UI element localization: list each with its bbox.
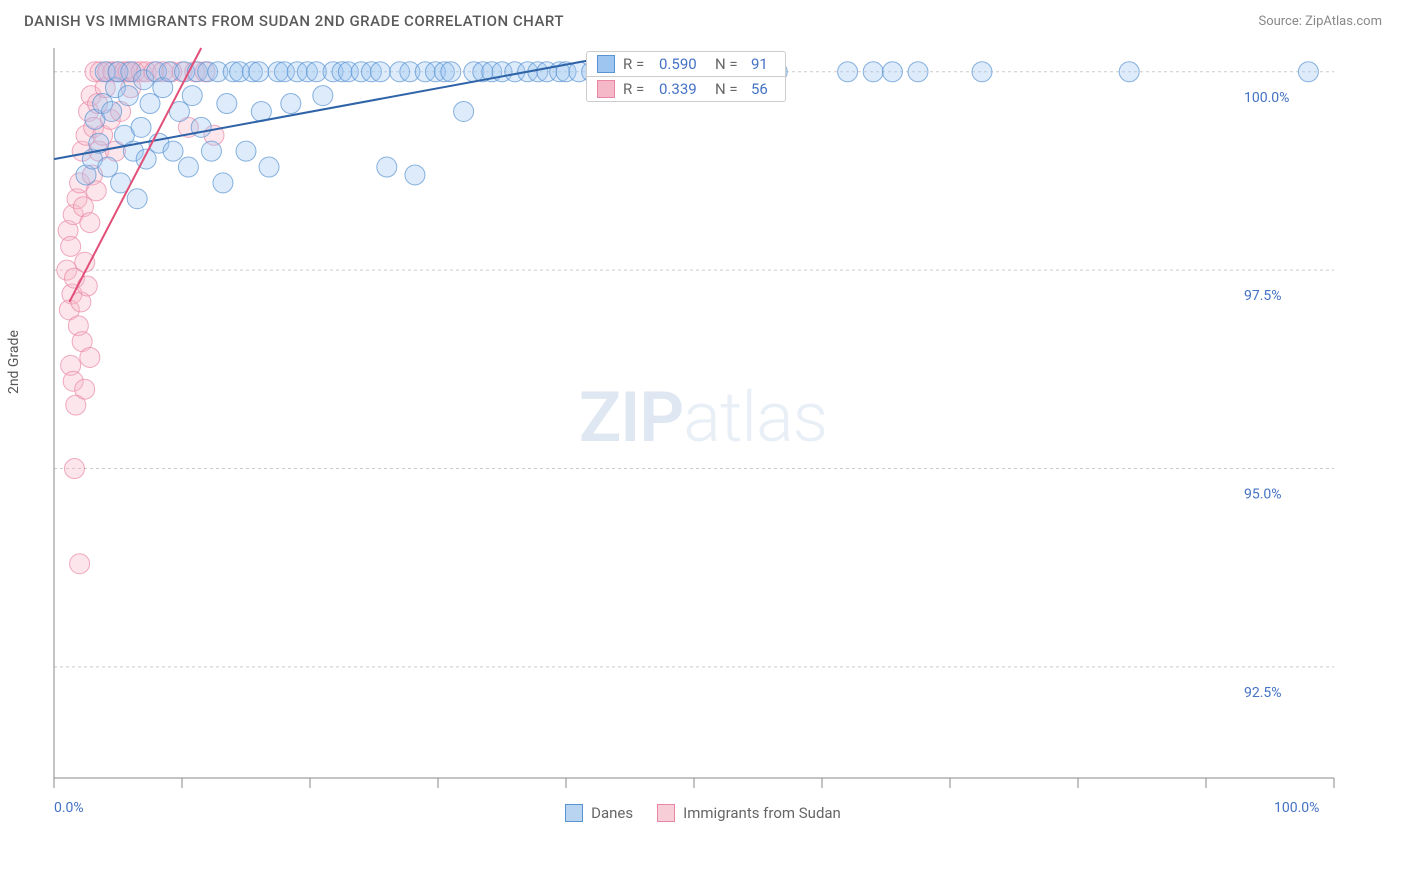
scatter-point <box>118 86 138 106</box>
chart-title: DANISH VS IMMIGRANTS FROM SUDAN 2ND GRAD… <box>24 12 564 30</box>
scatter-point <box>249 62 269 82</box>
scatter-point <box>140 94 160 114</box>
scatter-point <box>201 141 221 161</box>
scatter-point <box>370 62 390 82</box>
scatter-point <box>127 189 147 209</box>
stat-value-n: 91 <box>751 55 775 73</box>
scatter-point <box>75 252 95 272</box>
scatter-point <box>313 86 333 106</box>
legend-swatch <box>565 804 583 822</box>
scatter-point <box>863 62 883 82</box>
legend-swatch <box>657 804 675 822</box>
scatter-point <box>163 141 183 161</box>
scatter-point <box>182 86 202 106</box>
stat-value-n: 56 <box>751 80 775 98</box>
stat-label-r: R = <box>623 55 651 73</box>
stat-label-r: R = <box>623 80 651 98</box>
legend-item: Danes <box>565 804 633 822</box>
stat-value-r: 0.590 <box>659 55 707 73</box>
scatter-point <box>1119 62 1139 82</box>
stat-label-n: N = <box>715 55 743 73</box>
scatter-point <box>213 173 233 193</box>
stat-label-n: N = <box>715 80 743 98</box>
y-axis-label: 2nd Grade <box>6 330 22 394</box>
scatter-point <box>61 236 81 256</box>
stats-row: R = 0.339 N = 56 <box>587 77 785 101</box>
scatter-point <box>405 165 425 185</box>
x-axis-max-label: 100.0% <box>1274 800 1319 816</box>
scatter-point <box>838 62 858 82</box>
svg-text:95.0%: 95.0% <box>1244 487 1282 503</box>
scatter-point <box>64 459 84 479</box>
scatter-chart: 100.0% 97.5% 95.0% 92.5% <box>24 38 1344 798</box>
scatter-point <box>70 554 90 574</box>
chart-legend: Danes Immigrants from Sudan <box>0 798 1406 822</box>
legend-item: Immigrants from Sudan <box>657 804 841 822</box>
scatter-point <box>75 379 95 399</box>
stats-row: R = 0.590 N = 91 <box>587 52 785 77</box>
svg-text:97.5%: 97.5% <box>1244 288 1282 304</box>
scatter-point <box>972 62 992 82</box>
chart-container: 2nd Grade ZIPatlas 100.0%97.5%95.0%92.5%… <box>24 38 1382 798</box>
scatter-point <box>882 62 902 82</box>
scatter-point <box>454 101 474 121</box>
scatter-point <box>908 62 928 82</box>
x-axis-min-label: 0.0% <box>54 800 84 816</box>
scatter-point <box>1298 62 1318 82</box>
scatter-point <box>131 117 151 137</box>
scatter-point <box>251 101 271 121</box>
scatter-point <box>236 141 256 161</box>
series-swatch <box>597 55 615 73</box>
scatter-point <box>80 213 100 233</box>
scatter-point <box>441 62 461 82</box>
scatter-point <box>217 94 237 114</box>
scatter-point <box>178 157 198 177</box>
scatter-point <box>80 347 100 367</box>
scatter-point <box>281 94 301 114</box>
scatter-point <box>191 117 211 137</box>
scatter-point <box>102 101 122 121</box>
scatter-point <box>259 157 279 177</box>
correlation-stats-box: R = 0.590 N = 91 R = 0.339 N = 56 <box>586 51 786 102</box>
svg-text:92.5%: 92.5% <box>1244 685 1282 701</box>
series-swatch <box>597 80 615 98</box>
legend-label: Immigrants from Sudan <box>683 804 841 822</box>
svg-text:100.0%: 100.0% <box>1244 90 1289 106</box>
source-attribution: Source: ZipAtlas.com <box>1258 14 1382 29</box>
stat-value-r: 0.339 <box>659 80 707 98</box>
scatter-point <box>377 157 397 177</box>
legend-label: Danes <box>591 804 633 822</box>
scatter-point <box>98 157 118 177</box>
